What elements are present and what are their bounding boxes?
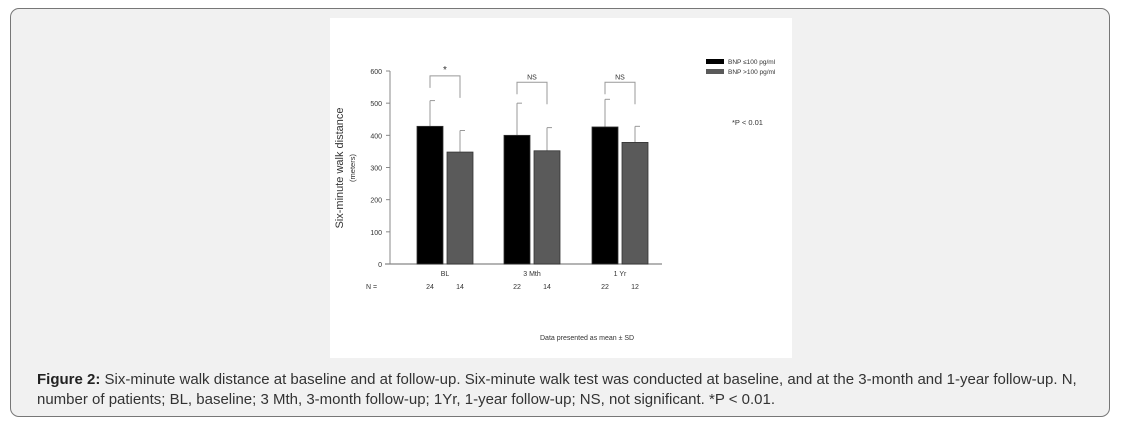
bar [621, 142, 649, 265]
bar [533, 150, 561, 265]
y-tick-label: 600 [370, 69, 382, 76]
significance-label: NS [615, 74, 625, 81]
bar [503, 134, 531, 265]
figure-caption: Figure 2: Six-minute walk distance at ba… [37, 370, 1097, 410]
significance-bracket [604, 81, 636, 105]
y-tick-label: 200 [370, 198, 382, 205]
x-tick-label: 3 Mth [523, 271, 541, 278]
n-value: 22 [513, 284, 521, 291]
p-value-annotation: *P < 0.01 [732, 118, 763, 127]
significance-label: * [443, 65, 447, 76]
caption-text: Six-minute walk distance at baseline and… [37, 371, 1077, 408]
n-value: 14 [456, 284, 464, 291]
n-value: 14 [543, 284, 551, 291]
n-value: 22 [601, 284, 609, 291]
x-tick-label: 1 Yr [614, 271, 627, 278]
n-label: N = [366, 284, 377, 291]
significance-bracket [516, 81, 548, 105]
bar [416, 125, 444, 265]
y-axis-sublabel: (meters) [348, 154, 357, 182]
y-axis-label: Six-minute walk distance [334, 107, 346, 228]
n-value: 12 [631, 284, 639, 291]
legend-swatch [706, 59, 724, 64]
y-tick-label: 300 [370, 166, 382, 173]
significance-bracket [429, 75, 461, 98]
significance-label: NS [527, 74, 537, 81]
bar [446, 151, 474, 265]
legend-label: BNP >100 pg/ml [728, 69, 776, 76]
y-tick-label: 400 [370, 133, 382, 140]
y-tick-label: 500 [370, 101, 382, 108]
bar-chart: 0 100 200 300 400 500 600 Six-minute walk dista… [334, 59, 776, 342]
legend-swatch [706, 69, 724, 74]
x-tick-label: BL [441, 271, 450, 278]
bar [591, 126, 619, 265]
y-tick-label: 100 [370, 230, 382, 237]
caption-label: Figure 2: [37, 371, 101, 388]
n-value: 24 [426, 284, 434, 291]
figure-image: 0 100 200 300 400 500 600 Six-minute walk dista… [330, 18, 792, 358]
footnote: Data presented as mean ± SD [540, 335, 634, 342]
legend-label: BNP ≤100 pg/ml [728, 59, 776, 66]
y-tick-label: 0 [378, 262, 382, 269]
